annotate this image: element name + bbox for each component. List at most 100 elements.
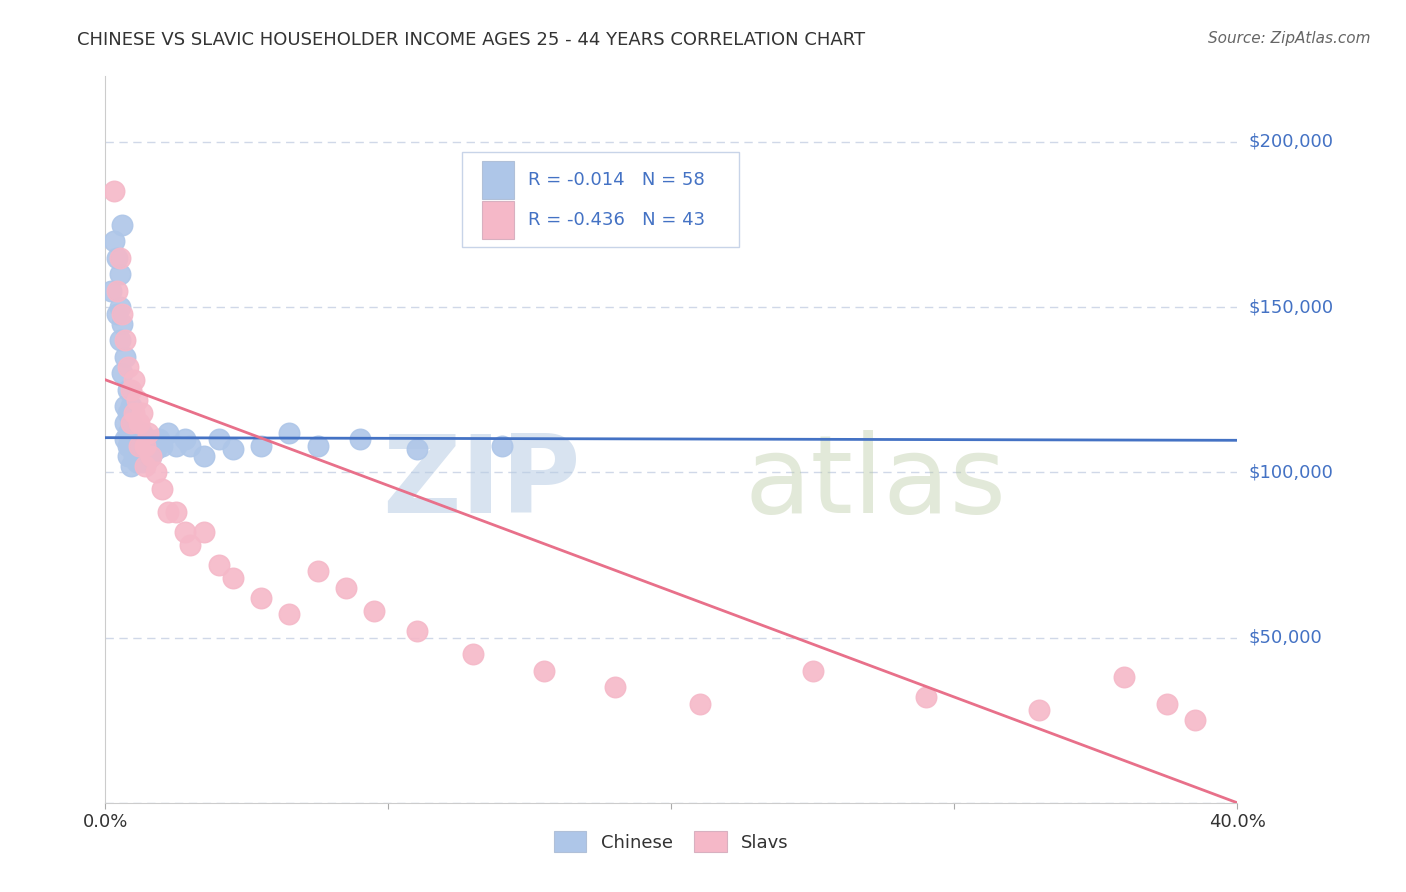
Point [193, 524, 215, 539]
Point [405, 442, 427, 457]
Point [111, 307, 134, 321]
Point [108, 251, 131, 265]
Point [122, 449, 145, 463]
Point [114, 350, 136, 364]
Point [139, 449, 162, 463]
Point [134, 445, 156, 459]
Point [145, 466, 167, 480]
Point [111, 317, 134, 331]
Point [114, 416, 136, 430]
Point [128, 439, 150, 453]
Point [128, 439, 150, 453]
Point [136, 432, 159, 446]
Text: $50,000: $50,000 [1249, 629, 1322, 647]
Point [128, 449, 150, 463]
Point [307, 565, 329, 579]
Point [122, 373, 145, 387]
Text: $150,000: $150,000 [1249, 298, 1333, 316]
Point [193, 449, 215, 463]
Text: ZIP: ZIP [382, 430, 581, 536]
Point [117, 383, 139, 397]
Point [134, 458, 156, 473]
Bar [482, 161, 515, 199]
Point [128, 416, 150, 430]
Point [156, 505, 179, 519]
Point [114, 333, 136, 347]
Point [173, 432, 195, 446]
Point [1028, 703, 1050, 717]
Point [150, 439, 173, 453]
Point [108, 333, 131, 347]
Point [208, 432, 231, 446]
Text: Source: ZipAtlas.com: Source: ZipAtlas.com [1208, 31, 1371, 46]
Point [463, 647, 485, 661]
Point [105, 284, 128, 298]
Point [117, 406, 139, 420]
Point [139, 449, 162, 463]
Point [103, 185, 125, 199]
Point [801, 664, 824, 678]
Point [533, 664, 555, 678]
Point [131, 455, 153, 469]
Point [491, 439, 513, 453]
Point [250, 439, 273, 453]
Point [105, 307, 128, 321]
Point [1156, 697, 1178, 711]
Text: $100,000: $100,000 [1249, 463, 1333, 482]
Point [117, 439, 139, 453]
Point [1114, 670, 1136, 684]
Point [148, 432, 170, 446]
Point [278, 607, 301, 622]
Point [117, 425, 139, 440]
Text: $200,000: $200,000 [1249, 133, 1333, 151]
Point [156, 425, 179, 440]
Point [165, 505, 187, 519]
Text: R = -0.014   N = 58: R = -0.014 N = 58 [527, 170, 704, 189]
Point [250, 591, 273, 605]
Point [136, 425, 159, 440]
Point [131, 425, 153, 440]
Point [114, 432, 136, 446]
Point [122, 439, 145, 453]
FancyBboxPatch shape [463, 153, 740, 247]
Point [134, 439, 156, 453]
Point [603, 680, 626, 694]
Point [363, 604, 385, 618]
Point [915, 690, 938, 704]
Point [349, 432, 371, 446]
Point [142, 439, 165, 453]
Point [120, 399, 142, 413]
Point [136, 452, 159, 467]
Point [120, 458, 142, 473]
Point [125, 392, 148, 407]
Point [111, 366, 134, 380]
Point [120, 383, 142, 397]
Point [117, 449, 139, 463]
Point [222, 442, 245, 457]
Point [120, 416, 142, 430]
Point [103, 234, 125, 248]
Point [179, 439, 201, 453]
Point [134, 439, 156, 453]
Point [405, 624, 427, 638]
Point [128, 432, 150, 446]
Point [278, 425, 301, 440]
Point [125, 442, 148, 457]
Point [122, 432, 145, 446]
Point [139, 439, 162, 453]
Point [114, 399, 136, 413]
Point [165, 439, 187, 453]
Point [125, 425, 148, 440]
Text: R = -0.436   N = 43: R = -0.436 N = 43 [527, 211, 704, 228]
Point [1184, 713, 1206, 727]
Point [208, 558, 231, 572]
Point [173, 524, 195, 539]
Point [111, 218, 134, 232]
Point [105, 251, 128, 265]
Point [222, 571, 245, 585]
Point [307, 439, 329, 453]
Point [335, 581, 357, 595]
Point [179, 538, 201, 552]
Point [117, 359, 139, 374]
Point [108, 300, 131, 314]
